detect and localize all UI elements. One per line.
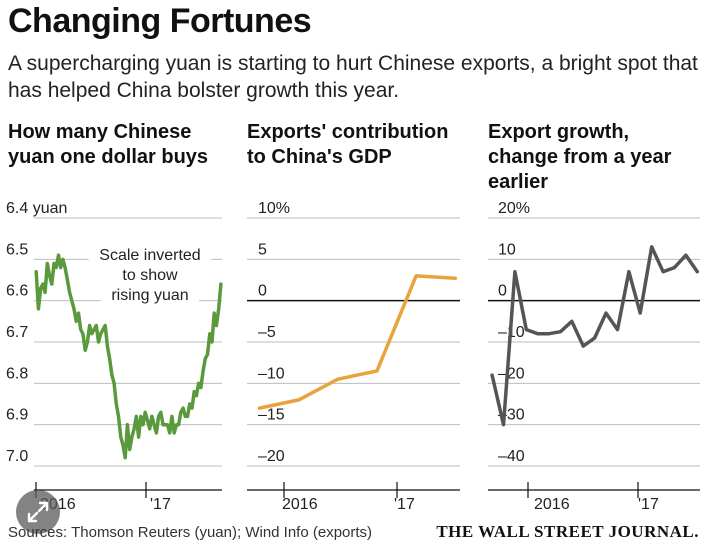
panel-title-export-growth: Export growth, change from a year earlie… <box>488 121 672 193</box>
y-tick-label: 0 <box>258 283 267 300</box>
y-tick-label: –10 <box>258 365 285 382</box>
y-tick-label: –40 <box>498 448 525 465</box>
y-tick-label: 6.5 <box>6 241 28 258</box>
chart-subtitle: A supercharging yuan is starting to hurt… <box>8 52 698 102</box>
publisher-logo: THE WALL STREET JOURNAL. <box>436 522 699 541</box>
y-tick-label: 6.4 yuan <box>6 200 67 217</box>
expand-button[interactable] <box>16 490 60 534</box>
annotation-text: to show <box>122 267 178 284</box>
y-tick-label: 10% <box>258 200 290 217</box>
panel-title-exports-gdp: Exports' contribution to China's GDP <box>247 121 449 168</box>
y-tick-label: 0 <box>498 283 507 300</box>
y-tick-label: 6.6 <box>6 283 28 300</box>
y-tick-label: –20 <box>498 365 525 382</box>
expand-arrows-icon <box>27 501 49 523</box>
annotation-bg <box>100 285 200 304</box>
series-line <box>34 253 223 460</box>
annotation-bg <box>117 265 183 284</box>
series-line <box>490 245 700 427</box>
series-line <box>257 274 458 410</box>
y-tick-label: 6.9 <box>6 407 28 424</box>
annotation-text: Scale inverted <box>99 247 200 264</box>
x-tick-label: 2016 <box>534 496 570 513</box>
y-tick-label: 7.0 <box>6 448 28 465</box>
y-tick-label: 10 <box>498 241 516 258</box>
y-tick-label: 6.7 <box>6 324 28 341</box>
y-tick-label: 5 <box>258 241 267 258</box>
x-tick-label: 2016 <box>282 496 318 513</box>
x-tick-label: '17 <box>638 496 659 513</box>
charts-canvas: 6.4 yuan 6.5 6.6 6.7 6.8 6.9 7.0 2016 '17 Scale i… <box>6 200 700 513</box>
y-tick-label: 20% <box>498 200 530 217</box>
x-tick-label: '17 <box>150 496 171 513</box>
x-tick-label: '17 <box>394 496 415 513</box>
annotation-text: rising yuan <box>111 287 188 304</box>
chart-title: Changing Fortunes <box>8 2 312 40</box>
y-tick-label: –20 <box>258 448 285 465</box>
sources-note: Sources: Thomson Reuters (yuan); Wind In… <box>8 524 373 541</box>
annotation-bg <box>88 245 212 264</box>
y-tick-label: 6.8 <box>6 365 28 382</box>
panel-title-yuan: How many Chinese yuan one dollar buys <box>8 121 209 168</box>
y-tick-label: –5 <box>258 324 276 341</box>
y-tick-label: –15 <box>258 407 285 424</box>
